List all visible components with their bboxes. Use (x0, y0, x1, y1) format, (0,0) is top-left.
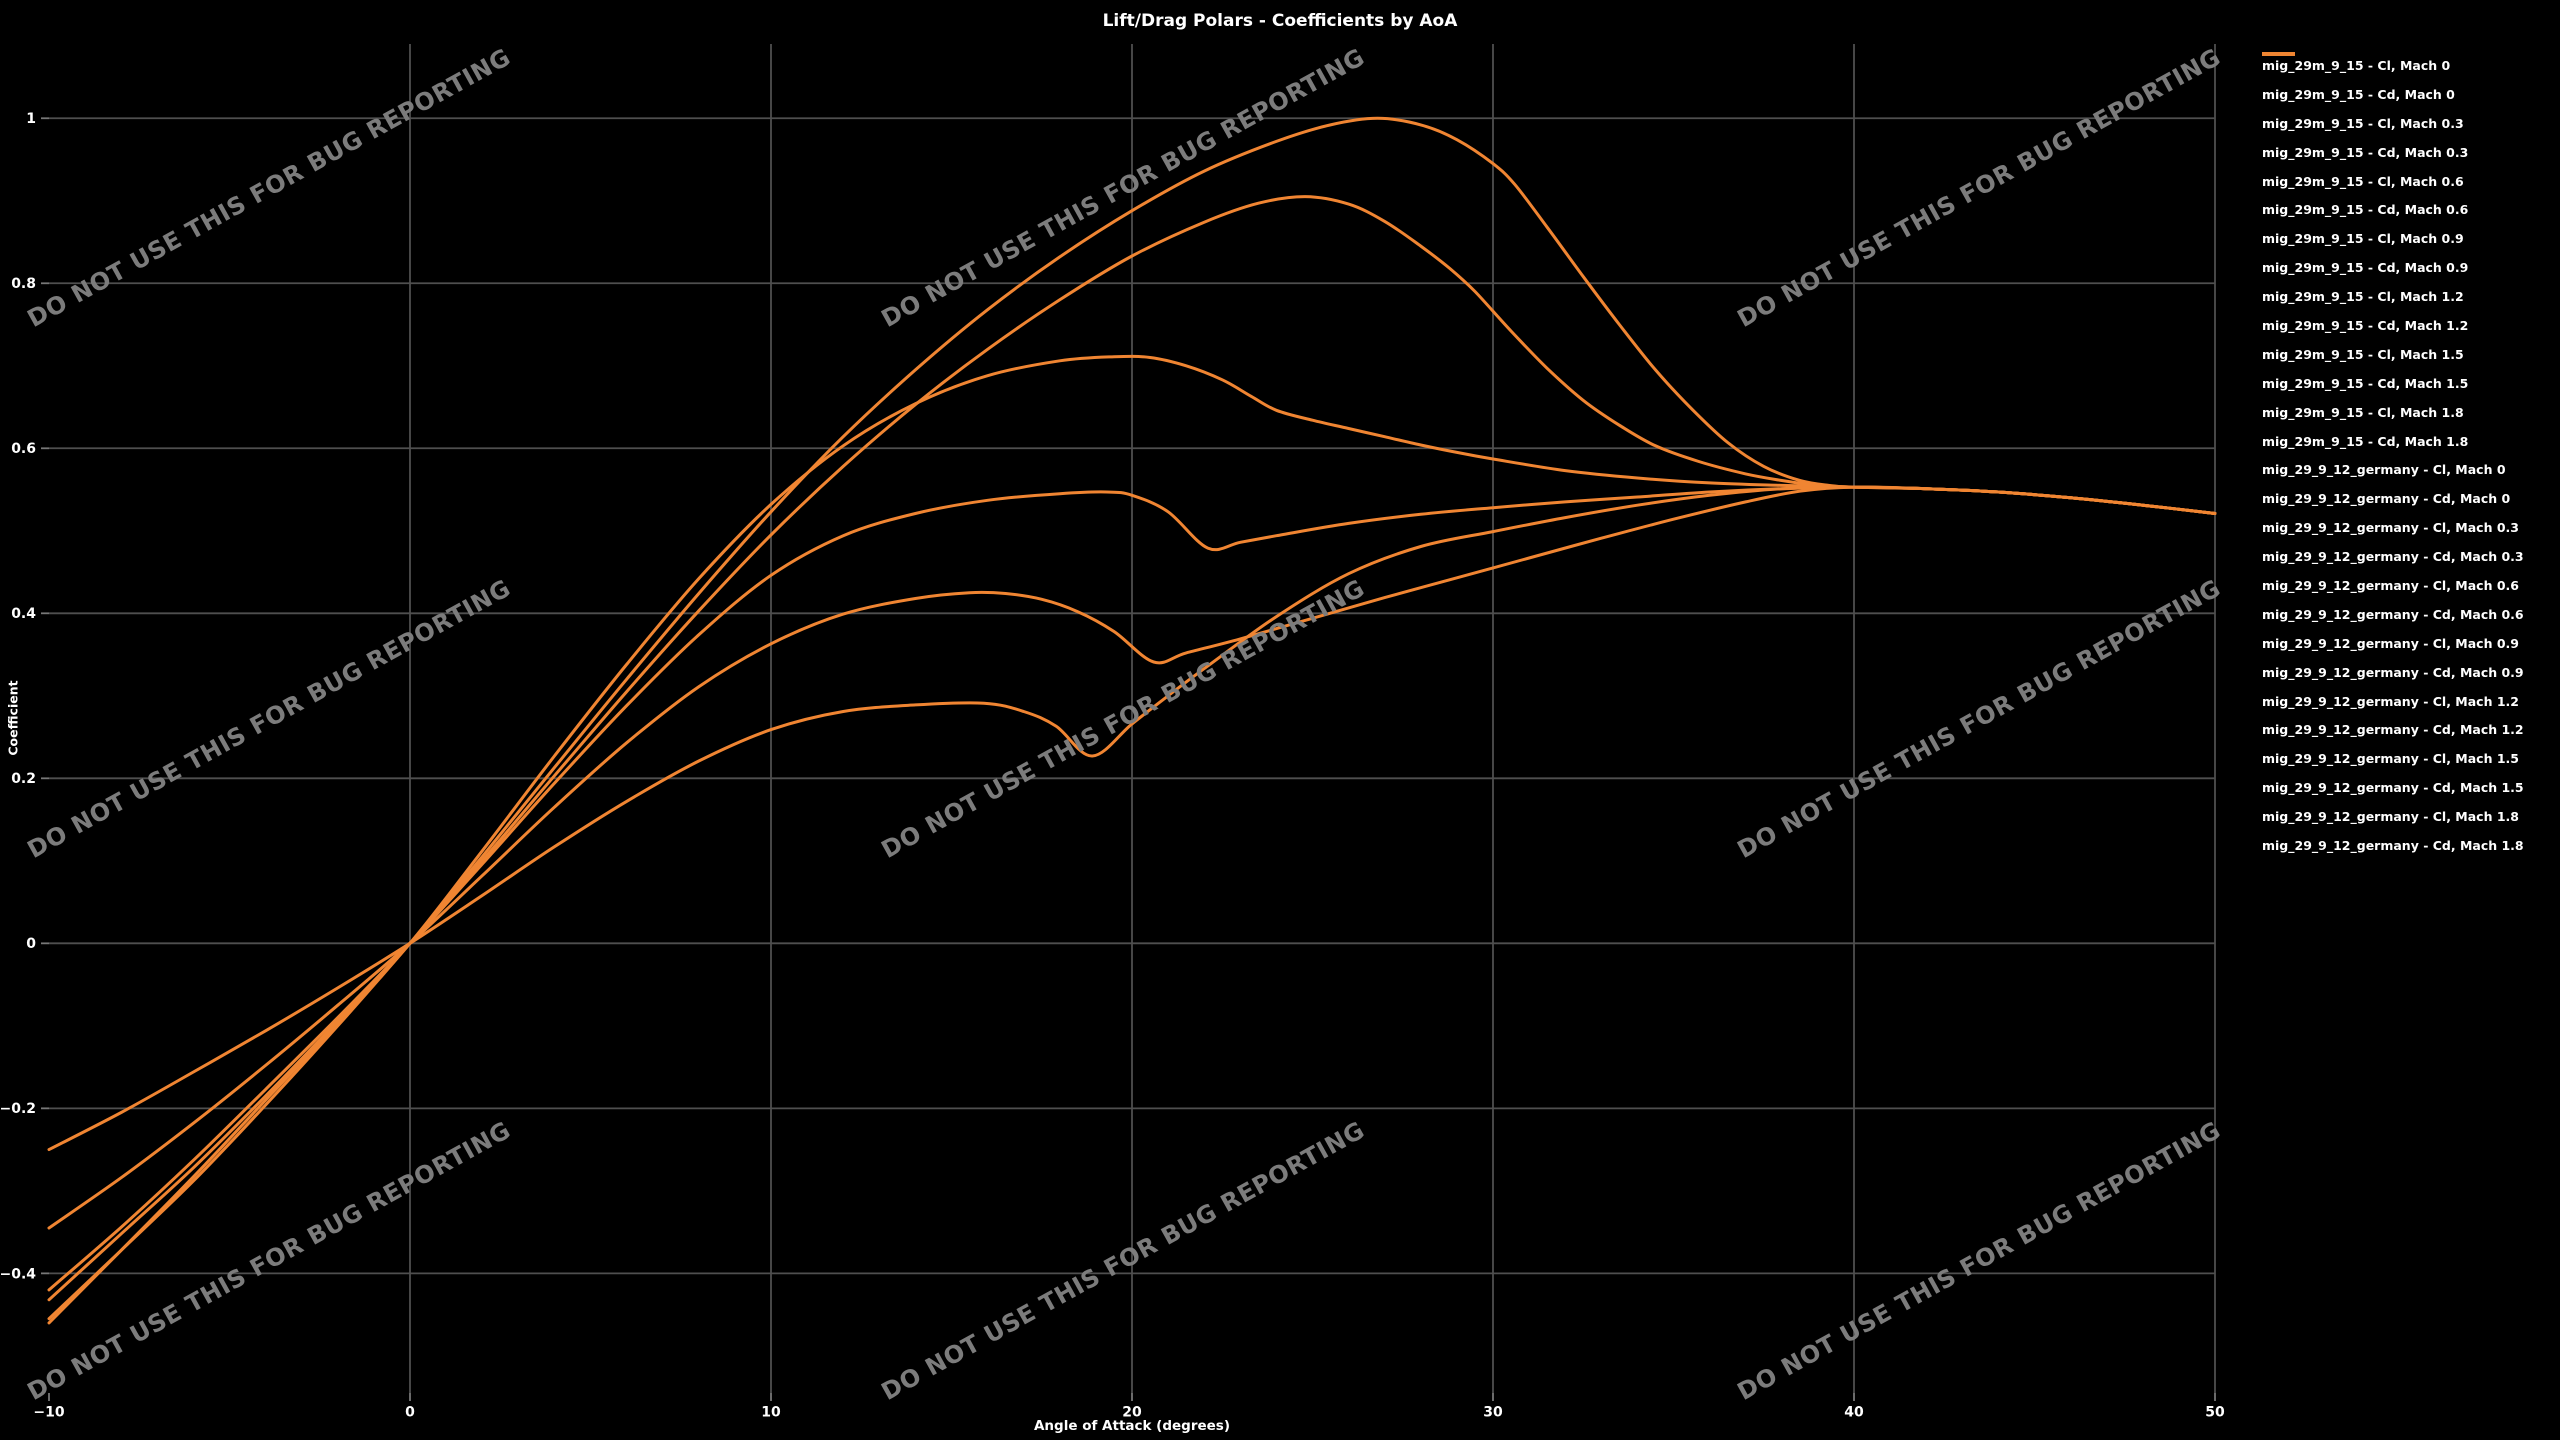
legend-item: mig_29_9_12_germany - Cl, Mach 0.6 (2262, 52, 2524, 600)
legend-item: mig_29m_9_15 - Cl, Mach 1.8 (2262, 52, 2524, 427)
legend-label: mig_29m_9_15 - Cd, Mach 0.6 (2262, 202, 2469, 218)
legend-item: mig_29_9_12_germany - Cl, Mach 1.8 (2262, 52, 2524, 831)
legend-item: mig_29_9_12_germany - Cd, Mach 0.6 (2262, 52, 2524, 629)
y-tick-label: 0.4 (11, 606, 36, 622)
legend-item: mig_29_9_12_germany - Cl, Mach 0.9 (2262, 52, 2524, 658)
legend-label: mig_29_9_12_germany - Cl, Mach 1.2 (2262, 693, 2519, 709)
legend-label: mig_29_9_12_germany - Cl, Mach 1.5 (2262, 751, 2519, 767)
legend-label: mig_29_9_12_germany - Cd, Mach 0.9 (2262, 664, 2524, 680)
legend-item: mig_29m_9_15 - Cd, Mach 0.3 (2262, 52, 2524, 167)
y-tick-label: −0.4 (0, 1266, 36, 1282)
legend-item: mig_29_9_12_germany - Cd, Mach 0 (2262, 52, 2524, 513)
x-tick-label: −10 (33, 1405, 64, 1421)
legend-label: mig_29m_9_15 - Cd, Mach 0.3 (2262, 144, 2469, 160)
legend-label: mig_29_9_12_germany - Cd, Mach 0.3 (2262, 549, 2524, 565)
legend-label: mig_29m_9_15 - Cl, Mach 0.6 (2262, 173, 2464, 189)
x-tick-label: 20 (1122, 1405, 1142, 1421)
legend-dashed-line-swatch (2262, 52, 2295, 56)
legend-label: mig_29_9_12_germany - Cd, Mach 0 (2262, 491, 2511, 507)
legend-item: mig_29m_9_15 - Cl, Mach 1.5 (2262, 52, 2524, 369)
legend-item: mig_29m_9_15 - Cd, Mach 1.5 (2262, 52, 2524, 398)
legend-label: mig_29m_9_15 - Cd, Mach 1.2 (2262, 317, 2469, 333)
legend-label: mig_29m_9_15 - Cl, Mach 0.9 (2262, 231, 2464, 247)
y-tick-label: 1 (26, 111, 36, 127)
x-tick-label: 10 (761, 1405, 781, 1421)
legend-item: mig_29m_9_15 - Cd, Mach 1.8 (2262, 52, 2524, 456)
legend-item: mig_29_9_12_germany - Cd, Mach 0.9 (2262, 52, 2524, 687)
legend-label: mig_29m_9_15 - Cl, Mach 0.3 (2262, 115, 2464, 131)
legend-item: mig_29m_9_15 - Cd, Mach 0.9 (2262, 52, 2524, 282)
legend-label: mig_29_9_12_germany - Cd, Mach 1.2 (2262, 722, 2524, 738)
legend-item: mig_29_9_12_germany - Cd, Mach 1.5 (2262, 52, 2524, 802)
curve-cl-mach-1.5 (47, 485, 2217, 1230)
legend-label: mig_29_9_12_germany - Cl, Mach 0.3 (2262, 520, 2519, 536)
legend-item: mig_29_9_12_germany - Cl, Mach 0 (2262, 52, 2524, 484)
legend-label: mig_29_9_12_germany - Cl, Mach 0 (2262, 462, 2506, 478)
x-tick-label: 30 (1483, 1405, 1503, 1421)
legend-label: mig_29_9_12_germany - Cd, Mach 0.6 (2262, 606, 2524, 622)
y-tick-label: 0.6 (11, 441, 36, 457)
legend: mig_29m_9_15 - Cl, Mach 0 mig_29m_9_15 - … (2262, 51, 2524, 860)
legend-label: mig_29_9_12_germany - Cl, Mach 1.8 (2262, 809, 2519, 825)
x-tick-label: 50 (2205, 1405, 2225, 1421)
y-tick-label: 0.2 (11, 771, 36, 787)
legend-item: mig_29m_9_15 - Cl, Mach 0 (2262, 51, 2524, 80)
legend-item: mig_29_9_12_germany - Cd, Mach 1.2 (2262, 52, 2524, 744)
legend-label: mig_29m_9_15 - Cl, Mach 1.8 (2262, 404, 2464, 420)
legend-label: mig_29m_9_15 - Cd, Mach 0 (2262, 86, 2455, 102)
legend-item: mig_29m_9_15 - Cl, Mach 0.9 (2262, 52, 2524, 253)
legend-item: mig_29_9_12_germany - Cl, Mach 1.5 (2262, 52, 2524, 773)
y-tick-label: 0.8 (11, 276, 36, 292)
legend-item: mig_29_9_12_germany - Cl, Mach 0.3 (2262, 52, 2524, 542)
legend-item: mig_29_9_12_germany - Cl, Mach 1.2 (2262, 52, 2524, 716)
legend-label: mig_29m_9_15 - Cl, Mach 0 (2262, 57, 2451, 73)
chart-title: Lift/Drag Polars - Coefficients by AoA (1102, 11, 1458, 31)
legend-item: mig_29_9_12_germany - Cd, Mach 0.3 (2262, 52, 2524, 571)
legend-item: mig_29m_9_15 - Cl, Mach 0.3 (2262, 52, 2524, 138)
legend-label: mig_29_9_12_germany - Cl, Mach 0.6 (2262, 577, 2519, 593)
legend-item: mig_29m_9_15 - Cd, Mach 0 (2262, 52, 2524, 109)
legend-label: mig_29_9_12_germany - Cl, Mach 0.9 (2262, 635, 2519, 651)
legend-label: mig_29_9_12_germany - Cd, Mach 1.8 (2262, 837, 2524, 853)
x-axis-label: Angle of Attack (degrees) (1033, 1418, 1231, 1434)
legend-label: mig_29m_9_15 - Cd, Mach 1.5 (2262, 375, 2469, 391)
legend-item: mig_29m_9_15 - Cd, Mach 0.6 (2262, 52, 2524, 224)
legend-item: mig_29m_9_15 - Cd, Mach 1.2 (2262, 52, 2524, 340)
curve-cl-mach-1.8 (47, 485, 2217, 1152)
legend-label: mig_29m_9_15 - Cl, Mach 1.5 (2262, 346, 2464, 362)
legend-label: mig_29m_9_15 - Cd, Mach 1.8 (2262, 433, 2469, 449)
legend-item: mig_29_9_12_germany - Cd, Mach 1.8 (2262, 52, 2524, 860)
legend-item: mig_29m_9_15 - Cl, Mach 0.6 (2262, 52, 2524, 196)
y-axis-label: Coefficient (5, 680, 21, 756)
legend-label: mig_29m_9_15 - Cl, Mach 1.2 (2262, 289, 2464, 305)
y-tick-label: 0 (26, 936, 36, 952)
legend-label: mig_29_9_12_germany - Cd, Mach 1.5 (2262, 780, 2524, 796)
legend-item: mig_29m_9_15 - Cl, Mach 1.2 (2262, 52, 2524, 311)
y-tick-label: −0.2 (0, 1101, 36, 1117)
x-tick-label: 40 (1844, 1405, 1864, 1421)
x-tick-label: 0 (405, 1405, 415, 1421)
curve-cl-mach-0-and-0.3 (47, 116, 2217, 1321)
legend-label: mig_29m_9_15 - Cd, Mach 0.9 (2262, 260, 2469, 276)
